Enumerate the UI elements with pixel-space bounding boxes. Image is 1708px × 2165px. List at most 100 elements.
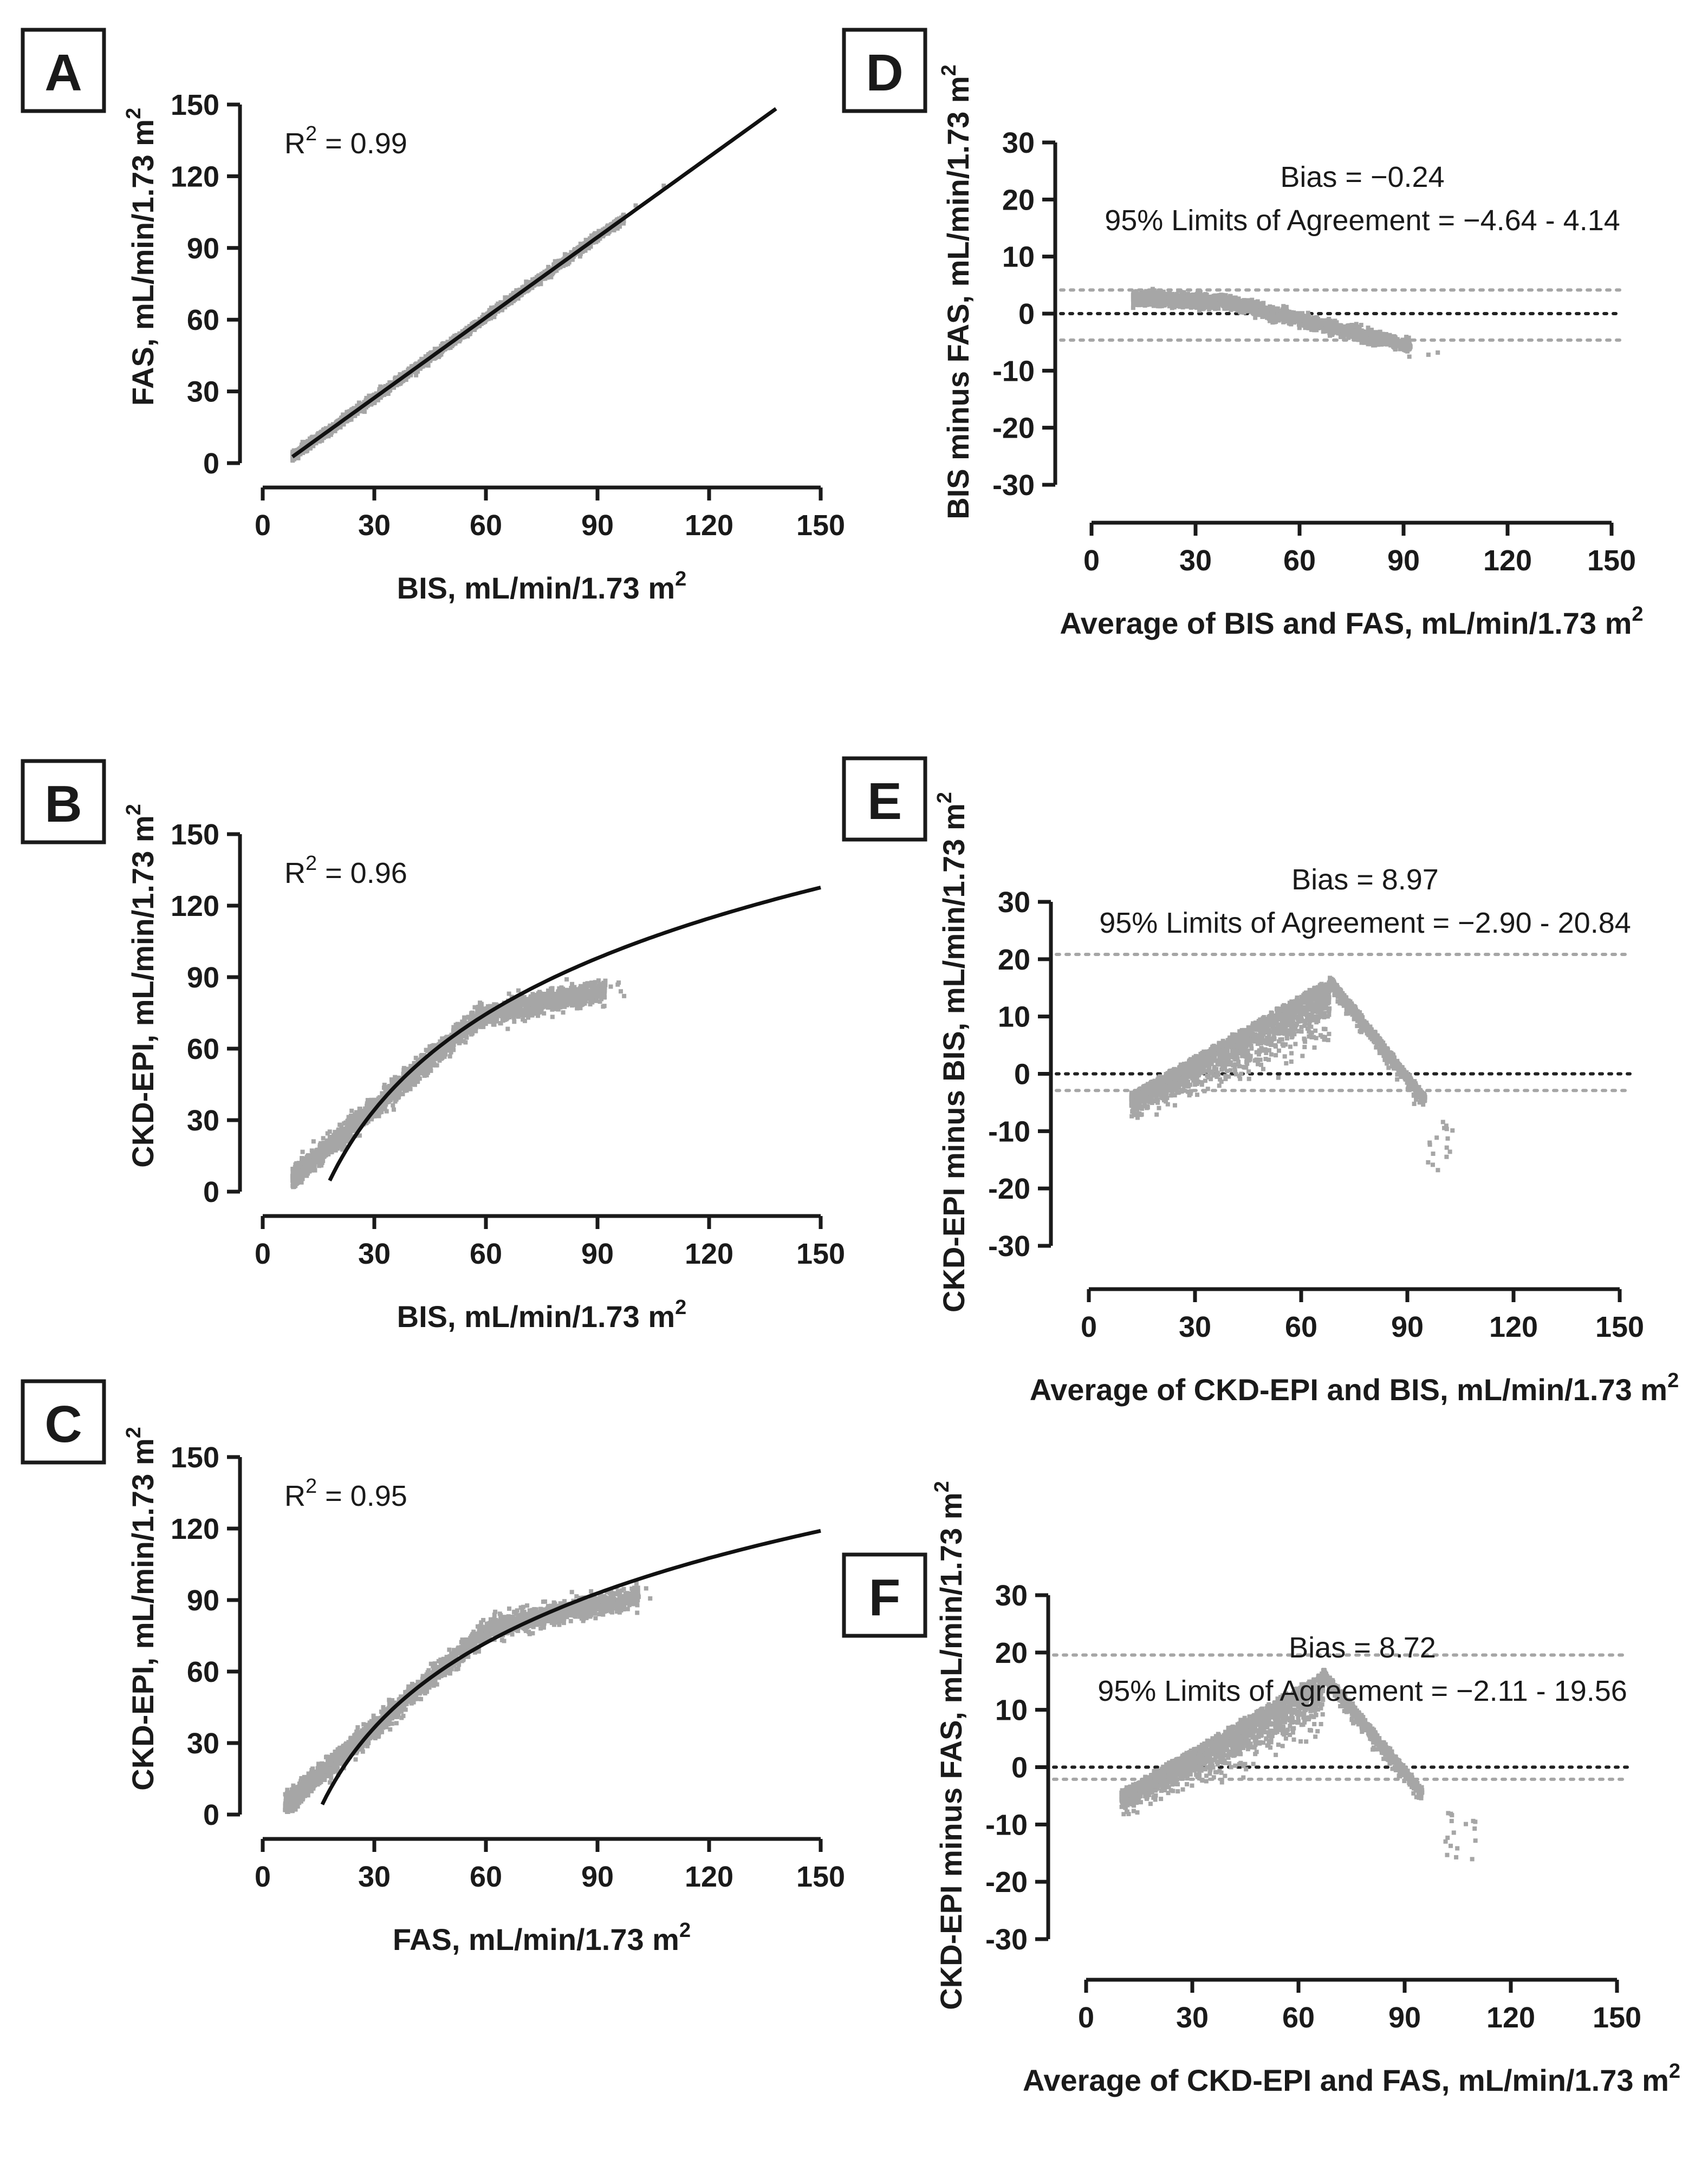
data-point	[524, 279, 529, 284]
data-point	[421, 1071, 426, 1076]
y-axis-title: CKD-EPI, mL/min/1.73 m2	[122, 804, 160, 1168]
data-point	[391, 1103, 395, 1108]
data-point	[492, 1002, 497, 1007]
data-point	[358, 1107, 362, 1111]
data-point	[536, 1013, 541, 1018]
data-point	[457, 339, 462, 344]
data-point	[484, 1006, 489, 1011]
data-point	[365, 1098, 370, 1103]
data-point	[425, 1049, 430, 1054]
data-point	[464, 1029, 469, 1034]
data-point	[303, 440, 308, 445]
y-axis-title-sup: 2	[122, 108, 145, 119]
data-point	[340, 1147, 345, 1152]
data-point	[335, 419, 340, 424]
data-point	[615, 224, 620, 229]
data-point	[470, 322, 475, 327]
y-tick-label: 120	[171, 890, 219, 922]
data-point	[349, 1116, 354, 1121]
data-point	[346, 1139, 350, 1144]
data-point	[323, 428, 328, 433]
y-tick-label: 120	[171, 160, 219, 193]
data-point	[469, 1024, 473, 1029]
data-point	[611, 226, 616, 231]
data-point	[389, 1077, 394, 1082]
data-point	[300, 1156, 304, 1161]
data-point	[415, 1080, 420, 1084]
data-point	[441, 343, 446, 348]
data-point	[320, 435, 325, 440]
data-point	[311, 1139, 316, 1144]
data-point	[562, 990, 567, 995]
data-point	[498, 300, 503, 305]
data-point	[382, 1105, 387, 1110]
data-point	[437, 1058, 442, 1063]
data-point	[350, 413, 355, 418]
data-point	[553, 259, 557, 264]
data-point	[419, 359, 424, 364]
data-point	[518, 999, 523, 1004]
data-point	[489, 305, 493, 310]
data-point	[356, 1110, 361, 1115]
data-point	[569, 250, 574, 255]
x-tick-label: 30	[358, 509, 391, 542]
x-tick-label: 120	[685, 509, 733, 542]
data-point	[357, 1133, 362, 1138]
data-point	[349, 1126, 354, 1130]
r-squared-sup: 2	[306, 122, 317, 145]
data-point	[549, 271, 554, 276]
data-point	[530, 992, 535, 997]
data-point	[503, 295, 508, 300]
data-point	[327, 1144, 332, 1149]
data-point	[333, 1135, 338, 1140]
data-point	[622, 993, 627, 998]
data-point	[326, 434, 331, 439]
data-point	[380, 1107, 385, 1111]
data-point	[358, 1117, 362, 1122]
data-point	[405, 1076, 410, 1081]
data-point	[514, 1012, 519, 1017]
data-point	[603, 978, 608, 983]
data-point	[397, 1085, 401, 1090]
data-point	[320, 1148, 324, 1153]
data-point	[311, 1150, 316, 1155]
y-tick-label: 90	[187, 232, 219, 265]
data-point	[300, 1163, 304, 1168]
data-point	[446, 1048, 451, 1053]
fit-line	[291, 107, 777, 459]
data-point	[322, 1150, 327, 1155]
data-point	[603, 983, 608, 987]
data-point	[501, 1017, 506, 1022]
y-tick-label: 0	[203, 447, 219, 480]
panel-letter: B	[44, 775, 82, 833]
data-point	[294, 1181, 299, 1186]
data-point	[615, 982, 620, 987]
y-tick-label: 60	[187, 304, 219, 336]
data-point	[610, 222, 615, 226]
data-point	[546, 275, 551, 279]
data-point	[563, 987, 568, 992]
data-point	[386, 391, 391, 396]
y-tick-label: 150	[171, 89, 219, 121]
data-point	[573, 989, 577, 994]
data-point	[582, 241, 587, 246]
data-point	[600, 229, 605, 233]
data-point	[598, 999, 602, 1004]
x-tick-label: 90	[581, 509, 614, 542]
data-point	[360, 1117, 365, 1122]
y-tick-label: 0	[203, 1176, 219, 1208]
data-point	[619, 989, 624, 994]
data-point	[599, 994, 604, 999]
data-point	[417, 1071, 421, 1076]
data-point	[451, 1048, 456, 1052]
data-point	[562, 252, 567, 257]
data-point	[415, 1059, 420, 1064]
data-point	[304, 1173, 309, 1178]
data-point	[495, 1019, 499, 1024]
data-point	[341, 1138, 346, 1143]
data-point	[362, 409, 367, 414]
data-point	[556, 991, 561, 996]
data-point	[506, 991, 511, 996]
